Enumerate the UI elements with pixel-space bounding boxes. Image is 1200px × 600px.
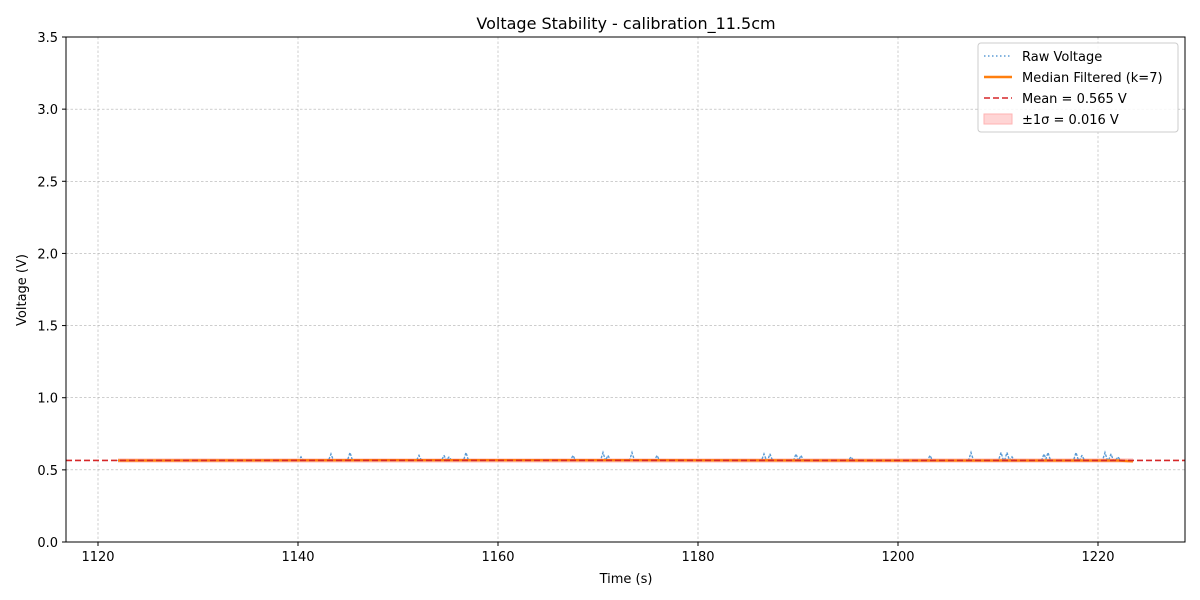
y-axis-ticks: 0.0 0.5 1.0 1.5 2.0 2.5 3.0 3.5 <box>37 31 66 551</box>
x-tick-label: 1220 <box>1081 550 1114 565</box>
x-tick-label: 1140 <box>281 550 314 565</box>
legend-entry-label: ±1σ = 0.016 V <box>1022 113 1119 128</box>
legend-entry-label: Raw Voltage <box>1022 50 1102 65</box>
x-axis-ticks: 1120 1140 1160 1180 1200 1220 <box>81 542 1115 565</box>
raw-voltage-line <box>117 450 1134 463</box>
legend-entry-label: Mean = 0.565 V <box>1022 92 1127 107</box>
y-tick-label: 2.5 <box>37 175 58 190</box>
y-tick-label: 3.5 <box>37 31 58 46</box>
y-tick-label: 2.0 <box>37 247 58 262</box>
plot-area <box>66 450 1185 463</box>
x-axis-label: Time (s) <box>599 572 653 587</box>
legend-box <box>977 42 1179 133</box>
y-tick-label: 3.0 <box>37 103 58 118</box>
y-tick-label: 1.5 <box>37 320 58 335</box>
chart-title: Voltage Stability - calibration_11.5cm <box>476 14 775 34</box>
legend-entry-label: Median Filtered (k=7) <box>1022 71 1163 86</box>
x-tick-label: 1200 <box>881 550 914 565</box>
y-axis-label: Voltage (V) <box>15 254 30 326</box>
x-tick-label: 1160 <box>481 550 514 565</box>
x-tick-label: 1120 <box>81 550 114 565</box>
legend-swatch-sigma <box>983 113 1013 125</box>
axes-frame <box>65 36 1186 543</box>
x-tick-label: 1180 <box>681 550 714 565</box>
y-tick-label: 0.5 <box>37 464 58 479</box>
y-tick-label: 1.0 <box>37 392 58 407</box>
legend: Raw Voltage Median Filtered (k=7) Mean = 0… <box>977 42 1179 133</box>
y-tick-label: 0.0 <box>37 536 58 551</box>
